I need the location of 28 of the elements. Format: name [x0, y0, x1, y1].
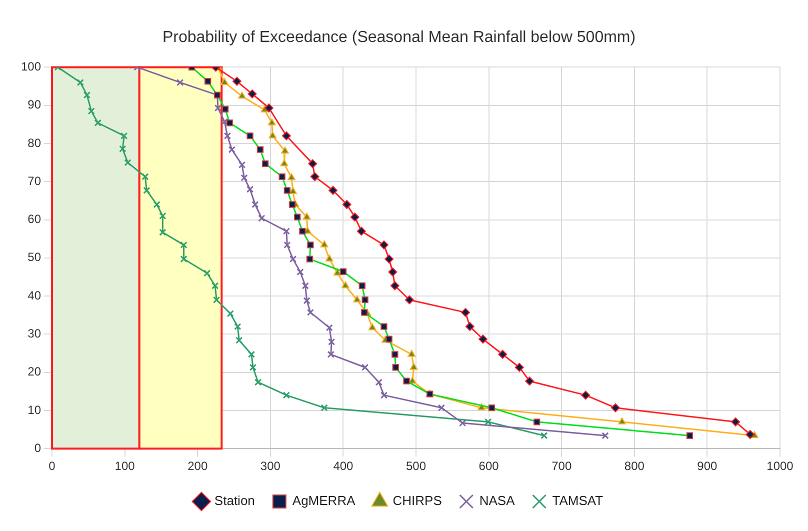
x-tick-label: 300 — [260, 459, 281, 474]
y-tick-label: 40 — [28, 288, 42, 302]
y-tick-label: 0 — [34, 440, 42, 455]
x-tick-label: 1000 — [766, 459, 794, 474]
x-tick-label: 500 — [406, 459, 426, 474]
chart-title: Probability of Exceedance (Seasonal Mean Rainfall below 500mm) — [162, 29, 636, 46]
legend-label: Station — [214, 493, 255, 508]
legend-label: TAMSAT — [552, 493, 604, 508]
y-tick-label: 100 — [20, 60, 42, 74]
x-tick-label: 400 — [333, 459, 354, 474]
x-tick-label: 600 — [478, 459, 500, 474]
y-tick-label: 20 — [28, 364, 42, 379]
y-tick-label: 60 — [28, 212, 42, 226]
y-tick-label: 70 — [28, 174, 42, 188]
x-tick-label: 800 — [624, 459, 645, 474]
legend-label: AgMERRA — [292, 493, 356, 508]
legend-label: CHIRPS — [392, 493, 442, 508]
y-tick-label: 50 — [28, 250, 42, 264]
x-tick-label: 200 — [188, 459, 208, 474]
x-tick-label: 100 — [114, 459, 136, 474]
y-tick-label: 10 — [28, 402, 42, 417]
y-tick-label: 80 — [28, 136, 42, 150]
x-tick-label: 0 — [48, 459, 56, 474]
legend-label: NASA — [479, 493, 516, 508]
y-tick-label: 30 — [28, 326, 42, 340]
x-tick-label: 900 — [697, 459, 718, 474]
x-tick-label: 700 — [552, 459, 572, 474]
y-tick-label: 90 — [28, 98, 42, 112]
